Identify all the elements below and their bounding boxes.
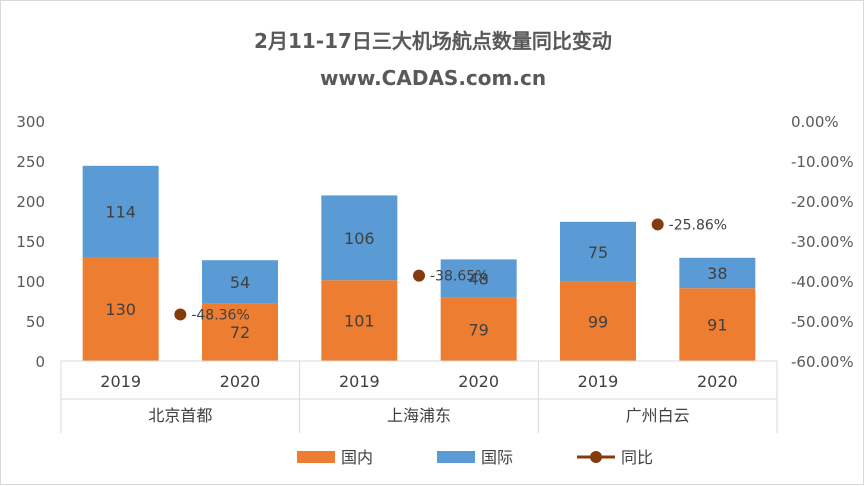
x-tick-label: 2019 — [578, 372, 619, 391]
y2-tick-label: -30.00% — [791, 233, 854, 251]
bar-value-label: 99 — [588, 312, 608, 331]
legend-label: 国际 — [481, 448, 513, 467]
bar-value-label: 38 — [707, 264, 727, 283]
y2-tick-label: -10.00% — [791, 153, 854, 171]
bar-value-label: 130 — [105, 300, 136, 319]
yoy-marker — [413, 269, 425, 282]
group-label: 北京首都 — [148, 406, 212, 425]
bar-value-label: 101 — [344, 312, 375, 331]
axes-layer: 0 50 100 150 200 250 300 0.00% -10.00% -20.00% -30… — [16, 113, 854, 433]
y2-tick-label: 0.00% — [791, 113, 839, 131]
yoy-label: -38.65% — [430, 269, 488, 285]
bar-value-label: 54 — [230, 273, 250, 292]
x-tick-label: 2020 — [458, 372, 499, 391]
bar-value-label: 106 — [344, 229, 375, 248]
y-tick-label: 0 — [35, 353, 45, 371]
bar-value-label: 79 — [468, 320, 488, 339]
legend-label: 同比 — [621, 448, 653, 467]
y-tick-label: 250 — [16, 153, 45, 171]
x-tick-label: 2020 — [220, 372, 261, 391]
y-tick-label: 100 — [16, 273, 45, 291]
y-tick-label: 150 — [16, 233, 45, 251]
bar-international — [560, 221, 636, 282]
bar-value-label: 48 — [468, 270, 488, 289]
y-tick-label: 300 — [16, 113, 45, 131]
chart-title: 2月11-17日三大机场航点数量同比变动 — [254, 29, 612, 53]
y-tick-label: 50 — [26, 313, 45, 331]
group-label: 上海浦东 — [387, 406, 451, 425]
chart-subtitle: www.CADAS.com.cn — [320, 66, 546, 90]
bar-international — [321, 195, 398, 281]
bar-value-label: 72 — [230, 323, 250, 342]
y2-tick-label: -20.00% — [791, 193, 854, 211]
bar-value-label: 75 — [588, 243, 608, 262]
group-label: 广州白云 — [626, 406, 690, 425]
bar-international — [679, 257, 756, 289]
bar-domestic — [560, 281, 636, 361]
bar-domestic — [321, 280, 398, 361]
yoy-label: -25.86% — [669, 217, 727, 233]
legend-swatch — [297, 451, 335, 463]
bar-domestic — [440, 297, 517, 361]
y2-tick-label: -60.00% — [791, 353, 854, 371]
bar-value-label: 91 — [707, 316, 727, 335]
line-layer — [174, 218, 664, 321]
legend: 国内 国际 同比 — [297, 448, 653, 467]
x-tick-label: 2020 — [697, 372, 738, 391]
y2-tick-label: -40.00% — [791, 273, 854, 291]
yoy-marker — [651, 218, 664, 231]
bar-international — [202, 260, 278, 304]
bar-domestic — [82, 257, 159, 361]
x-tick-label: 2019 — [339, 372, 380, 391]
labels-layer: 130 114 72 54 101 106 79 48 99 75 91 38 -48.36% -38.6… — [105, 202, 727, 342]
bars-layer — [82, 165, 756, 361]
legend-swatch — [437, 451, 475, 463]
bar-international — [440, 259, 517, 298]
y-tick-label: 200 — [16, 193, 45, 211]
y2-tick-label: -50.00% — [791, 313, 854, 331]
legend-label: 国内 — [341, 448, 373, 467]
bar-domestic — [202, 303, 278, 361]
x-tick-label: 2019 — [100, 372, 141, 391]
yoy-marker — [174, 308, 187, 321]
yoy-label: -48.36% — [191, 307, 249, 323]
bar-international — [82, 165, 159, 257]
bar-domestic — [679, 288, 756, 361]
legend-marker — [590, 451, 602, 463]
bar-value-label: 114 — [105, 202, 136, 221]
